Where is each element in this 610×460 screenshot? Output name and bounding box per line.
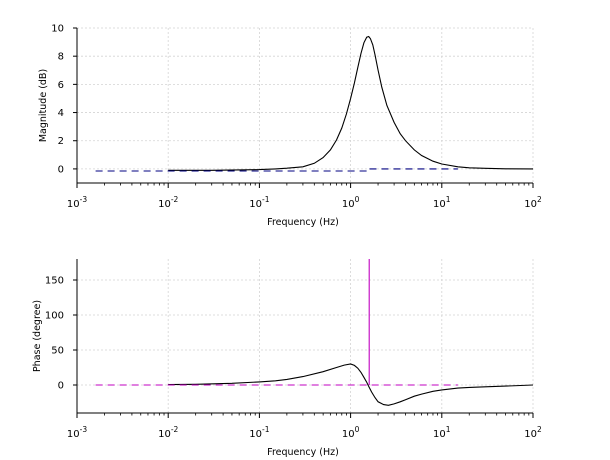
y-tick-label: 50: [51, 346, 64, 357]
x-tick-exponent: 1: [446, 195, 451, 204]
gridlines: [76, 259, 534, 413]
x-tick-exponent: -2: [171, 425, 179, 434]
y-tick-label: 100: [45, 311, 64, 322]
x-tick-exponent: 1: [446, 425, 451, 434]
y-tick-label: 4: [58, 108, 64, 119]
x-tick-exponent: -1: [262, 425, 270, 434]
y-axis-label: Phase (degree): [32, 300, 43, 372]
y-tick-label: 2: [58, 136, 64, 147]
x-tick-label: 100: [342, 425, 360, 440]
x-tick-exponent: 0: [355, 425, 360, 434]
x-tick-exponent: -3: [80, 425, 88, 434]
x-axis-label: Frequency (Hz): [267, 217, 339, 228]
y-tick-label: 6: [58, 80, 64, 91]
x-tick-label: 100: [342, 195, 360, 210]
x-tick-label: 10-2: [158, 195, 178, 210]
x-tick-label: 10-1: [249, 195, 269, 210]
y-tick-label: 8: [58, 52, 64, 63]
phase-panel: 10-3 10-2 10-1 100 101 102050100150Frequency …: [32, 259, 542, 458]
x-tick-exponent: 0: [355, 195, 360, 204]
series-line-0: [168, 363, 534, 406]
series-line-0: [168, 35, 534, 171]
x-tick-label: 10-2: [158, 425, 178, 440]
y-axis-label: Magnitude (dB): [38, 69, 49, 142]
x-axis-label: Frequency (Hz): [267, 447, 339, 458]
y-tick-label: 10: [51, 24, 64, 35]
x-tick-exponent: 2: [537, 195, 542, 204]
y-tick-label: 0: [58, 164, 64, 175]
gridlines: [76, 27, 534, 183]
y-tick-label: 0: [58, 381, 64, 392]
x-tick-label: 101: [433, 195, 451, 210]
x-tick-exponent: -2: [171, 195, 179, 204]
x-tick-exponent: -1: [262, 195, 270, 204]
x-tick-exponent: 2: [537, 425, 542, 434]
x-tick-label: 102: [524, 195, 542, 210]
x-tick-label: 10-3: [67, 195, 87, 210]
y-tick-label: 150: [45, 276, 64, 287]
series-line-1: [95, 168, 458, 172]
x-tick-label: 10-3: [67, 425, 87, 440]
x-tick-label: 102: [524, 425, 542, 440]
x-tick-label: 101: [433, 425, 451, 440]
x-tick-label: 10-1: [249, 425, 269, 440]
x-tick-exponent: -3: [80, 195, 88, 204]
